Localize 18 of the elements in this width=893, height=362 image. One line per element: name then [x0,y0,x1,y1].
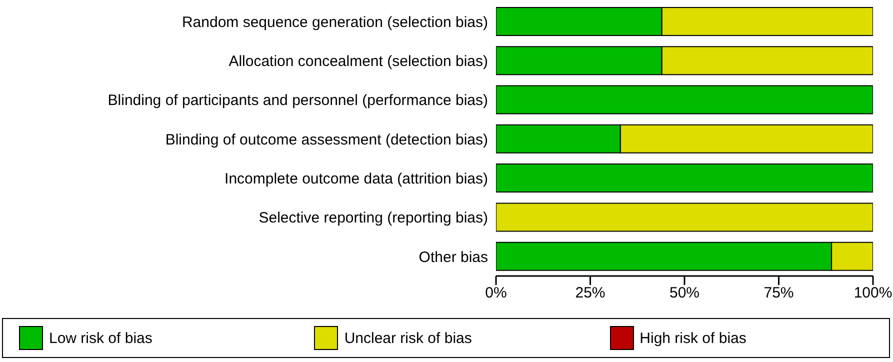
legend-label: Low risk of bias [49,330,152,346]
legend-label: High risk of bias [640,330,746,346]
y-tick-label: Other bias [418,248,488,266]
x-tick-label: 50% [669,284,700,302]
x-tick-label: 25% [575,284,606,302]
y-tick-label: Incomplete outcome data (attrition bias) [224,170,488,188]
bar [496,85,873,114]
x-tick-label: 75% [764,284,794,302]
y-tick-label: Random sequence generation (selection bias) [182,14,488,31]
y-tick-label: Blinding of outcome assessment (detection bias) [165,131,488,148]
legend-label: Unclear risk of bias [344,330,472,346]
y-tick-label: Selective reporting (reporting bias) [258,210,488,227]
bar [496,164,873,193]
y-tick-label: Allocation concealment (selection bias) [228,53,488,70]
x-tick-label: 100% [854,284,892,302]
x-tick-label: 0% [485,284,507,302]
y-tick-label: Blinding of participants and personnel (performance bias) [108,92,488,110]
bar [496,202,873,232]
